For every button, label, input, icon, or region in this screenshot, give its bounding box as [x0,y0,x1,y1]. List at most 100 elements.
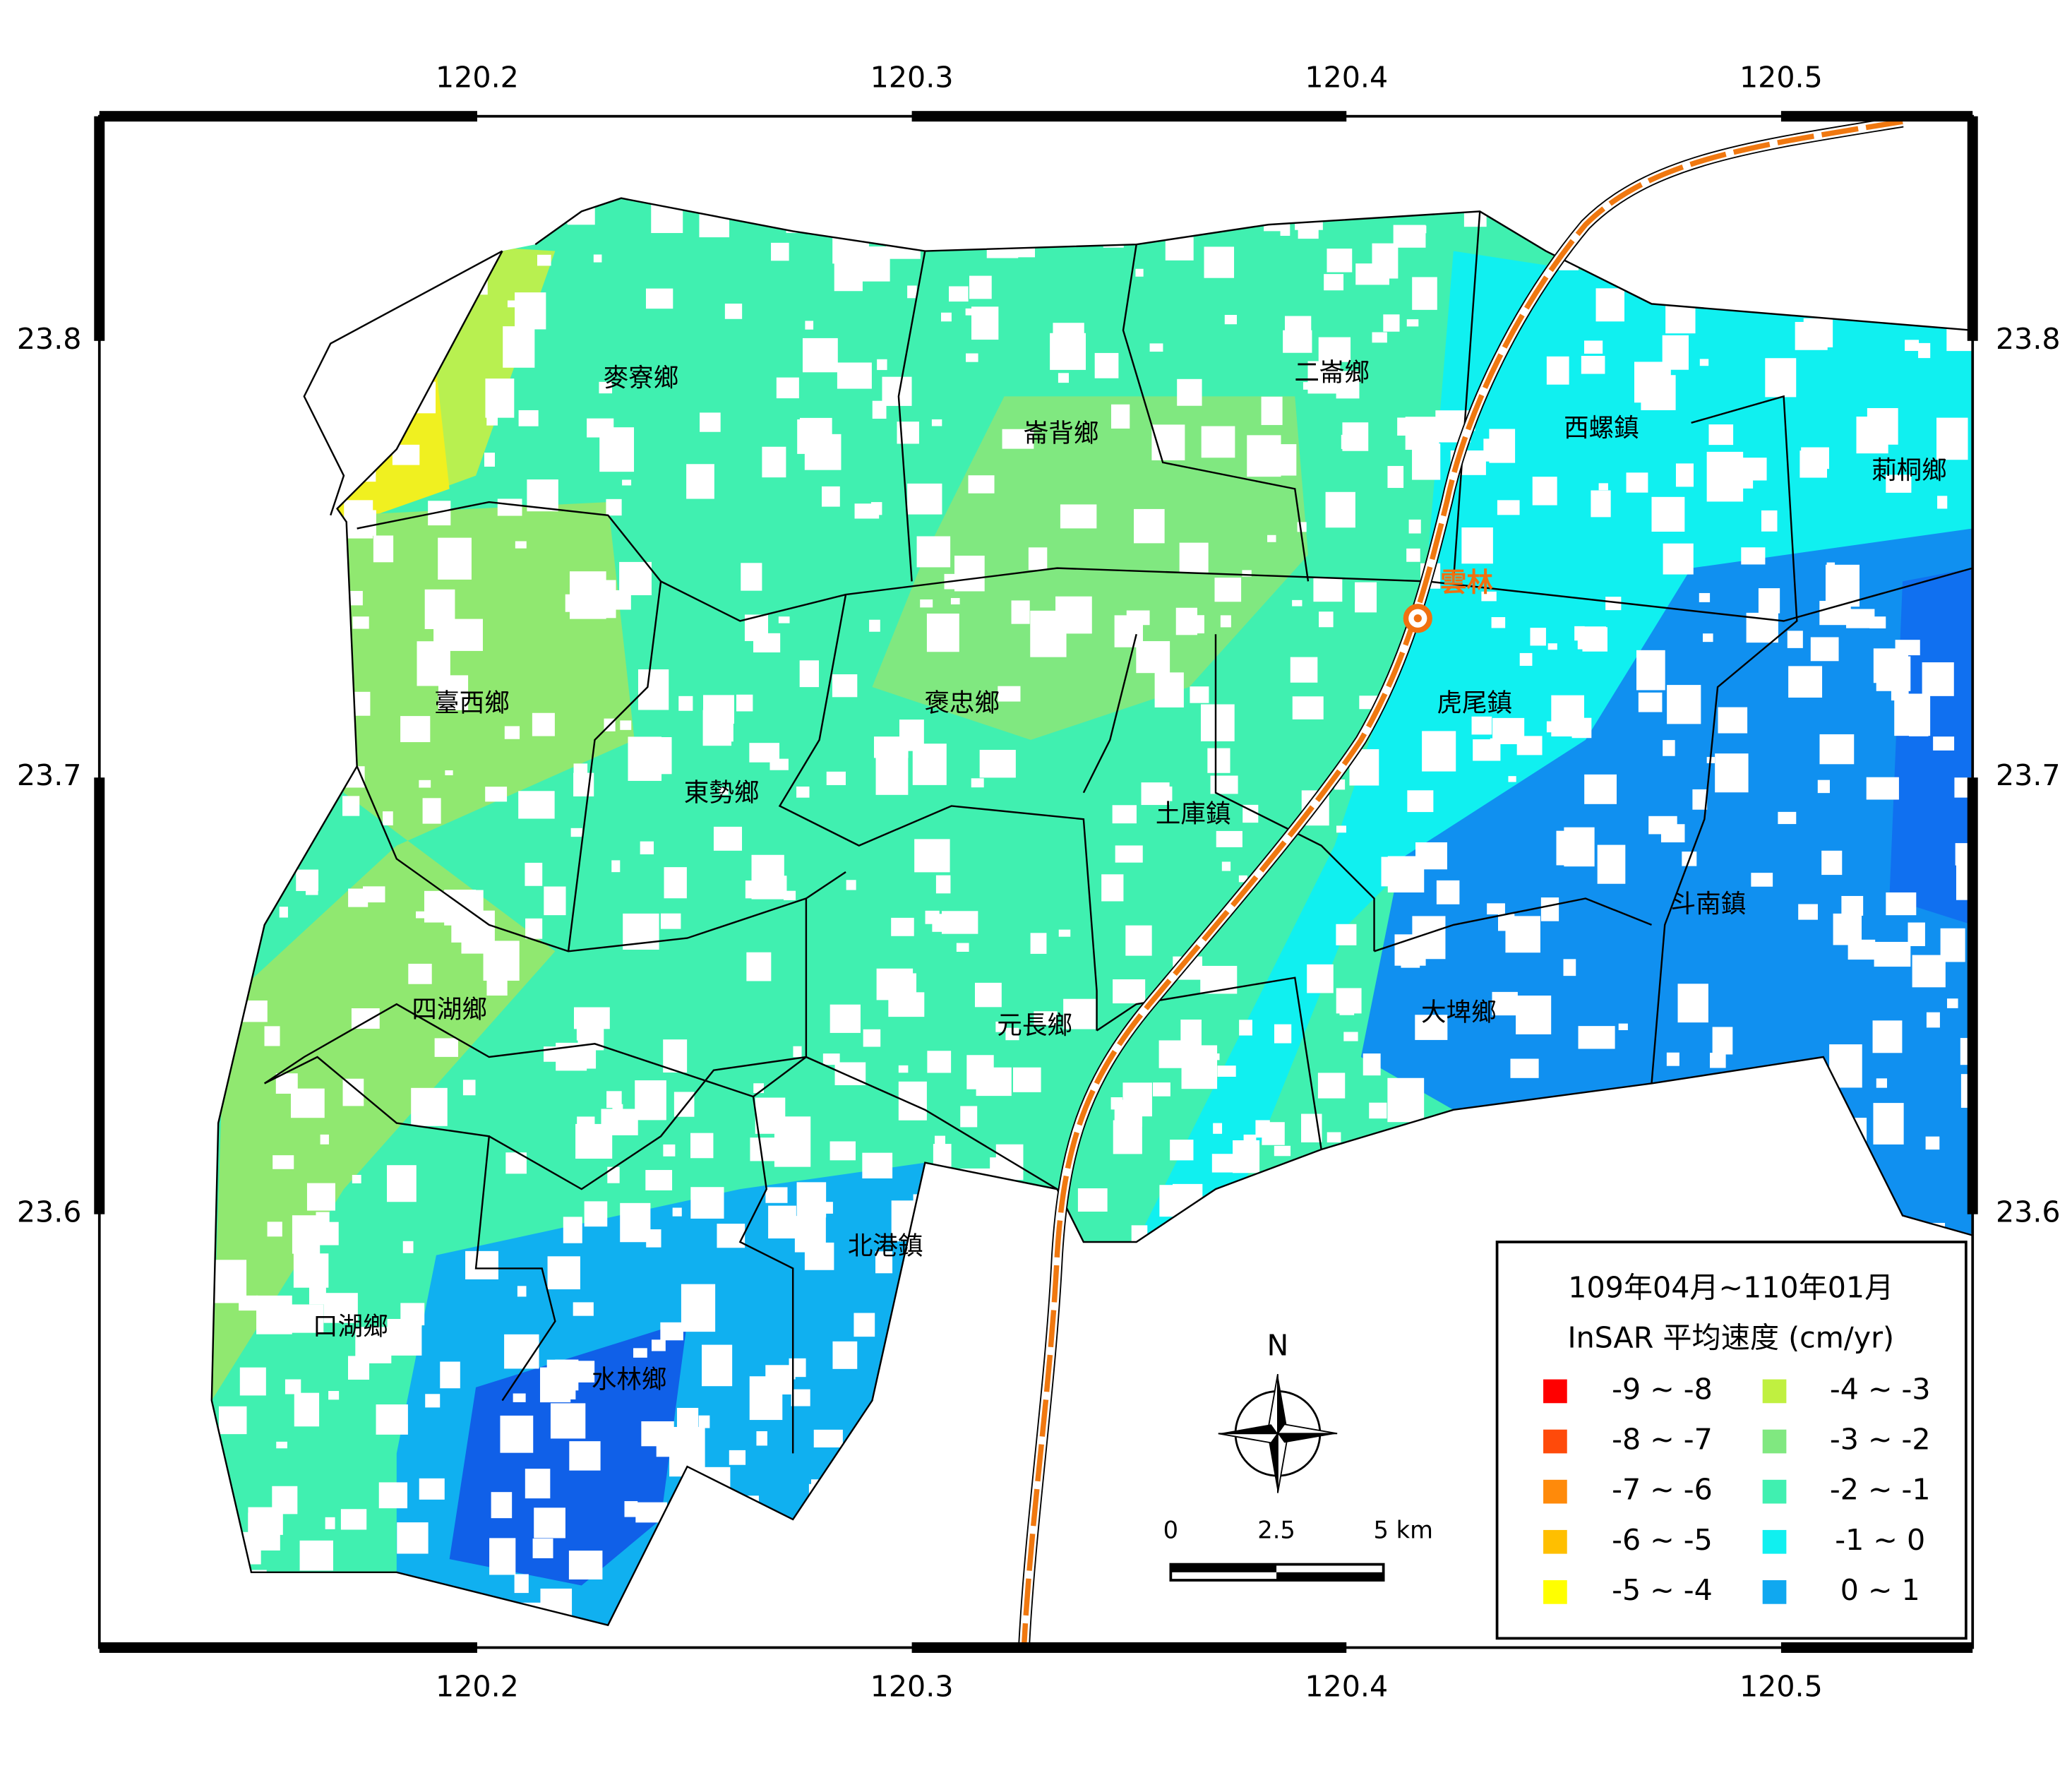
gap [1426,1556,1458,1587]
gap [419,293,438,306]
gap [355,1327,392,1363]
gap [1317,1073,1346,1099]
gap [1210,775,1238,794]
gap [1663,740,1675,756]
gap [1464,1337,1497,1357]
gap [1908,922,1925,946]
gap [1290,657,1318,683]
gap [264,571,287,589]
gap [517,1286,527,1297]
gap [1110,404,1130,429]
gap [717,1224,745,1248]
gap [218,249,254,287]
gap [1058,929,1071,937]
gap [342,796,360,816]
gap [584,1201,608,1227]
gap [1405,417,1439,450]
gap [1111,1540,1142,1571]
gap [1415,1015,1448,1040]
gap [504,1334,539,1369]
gap [993,1308,1016,1334]
frame-segment [911,1642,1347,1653]
gap [701,1344,733,1387]
gap [1430,1125,1466,1163]
lon-tick-label: 120.3 [870,60,954,94]
gap [969,1246,983,1258]
gap [306,1183,335,1211]
gap [513,1602,542,1625]
gap [1242,804,1259,823]
gap [373,535,394,563]
gap [1342,422,1369,451]
gap [1713,244,1751,285]
gap [733,1548,755,1570]
gap [1047,1575,1058,1584]
gap [965,308,977,316]
gap [1429,1484,1442,1492]
gap [256,819,266,828]
gap [1481,591,1497,602]
gap [1293,1409,1313,1426]
gap [1844,228,1871,263]
gap [1133,1498,1161,1517]
gap [1115,845,1143,863]
station-label: 雲林 [1440,567,1493,598]
gap [500,1415,534,1453]
gap [645,288,673,309]
gap [934,1135,945,1150]
gap [914,839,950,873]
gap [1442,1223,1456,1238]
gap [1274,1145,1291,1157]
gap [1028,547,1048,571]
gap [1426,1487,1461,1515]
gap [1113,979,1146,1004]
gap [267,1222,282,1237]
gap [573,1302,594,1316]
gap [1030,610,1067,657]
gap [299,1540,333,1571]
gap [1345,1246,1370,1277]
gap [1063,998,1096,1029]
gap [1947,998,1958,1008]
gap [1150,1553,1168,1577]
gap [830,1141,856,1161]
gap [937,1230,950,1248]
gap [1247,435,1281,477]
gap [1210,1053,1220,1061]
lon-tick-label: 120.2 [436,1669,519,1703]
township-label: 四湖鄉 [412,996,487,1025]
gap [690,1187,724,1219]
township-label: 二崙鄉 [1294,359,1370,388]
legend-label: -5 ~ -4 [1612,1573,1713,1607]
gap [1867,407,1898,445]
gap [854,1452,868,1469]
gap [856,198,892,234]
gap [1216,1322,1226,1335]
gap [416,911,427,919]
gap [1179,542,1209,573]
lat-tick-label: 23.6 [17,1195,82,1229]
gap [1665,299,1696,334]
gap [893,1348,912,1368]
gap [320,1134,329,1145]
gap [851,1486,868,1508]
gap [1267,534,1276,542]
gap [563,1217,582,1243]
gap [898,1065,909,1073]
gap [378,1482,408,1509]
gap [1194,1228,1211,1243]
gap [964,1445,996,1486]
gap [532,712,555,736]
gap [391,284,426,308]
gap [1666,1052,1679,1066]
gap [935,875,951,894]
gap [302,585,336,619]
gap [1836,1170,1848,1184]
gap [1741,473,1754,489]
gap [1336,371,1360,399]
gap [411,1087,448,1126]
gap [1833,913,1862,945]
gap [907,285,917,299]
gap [292,664,327,701]
gap [927,1051,952,1073]
